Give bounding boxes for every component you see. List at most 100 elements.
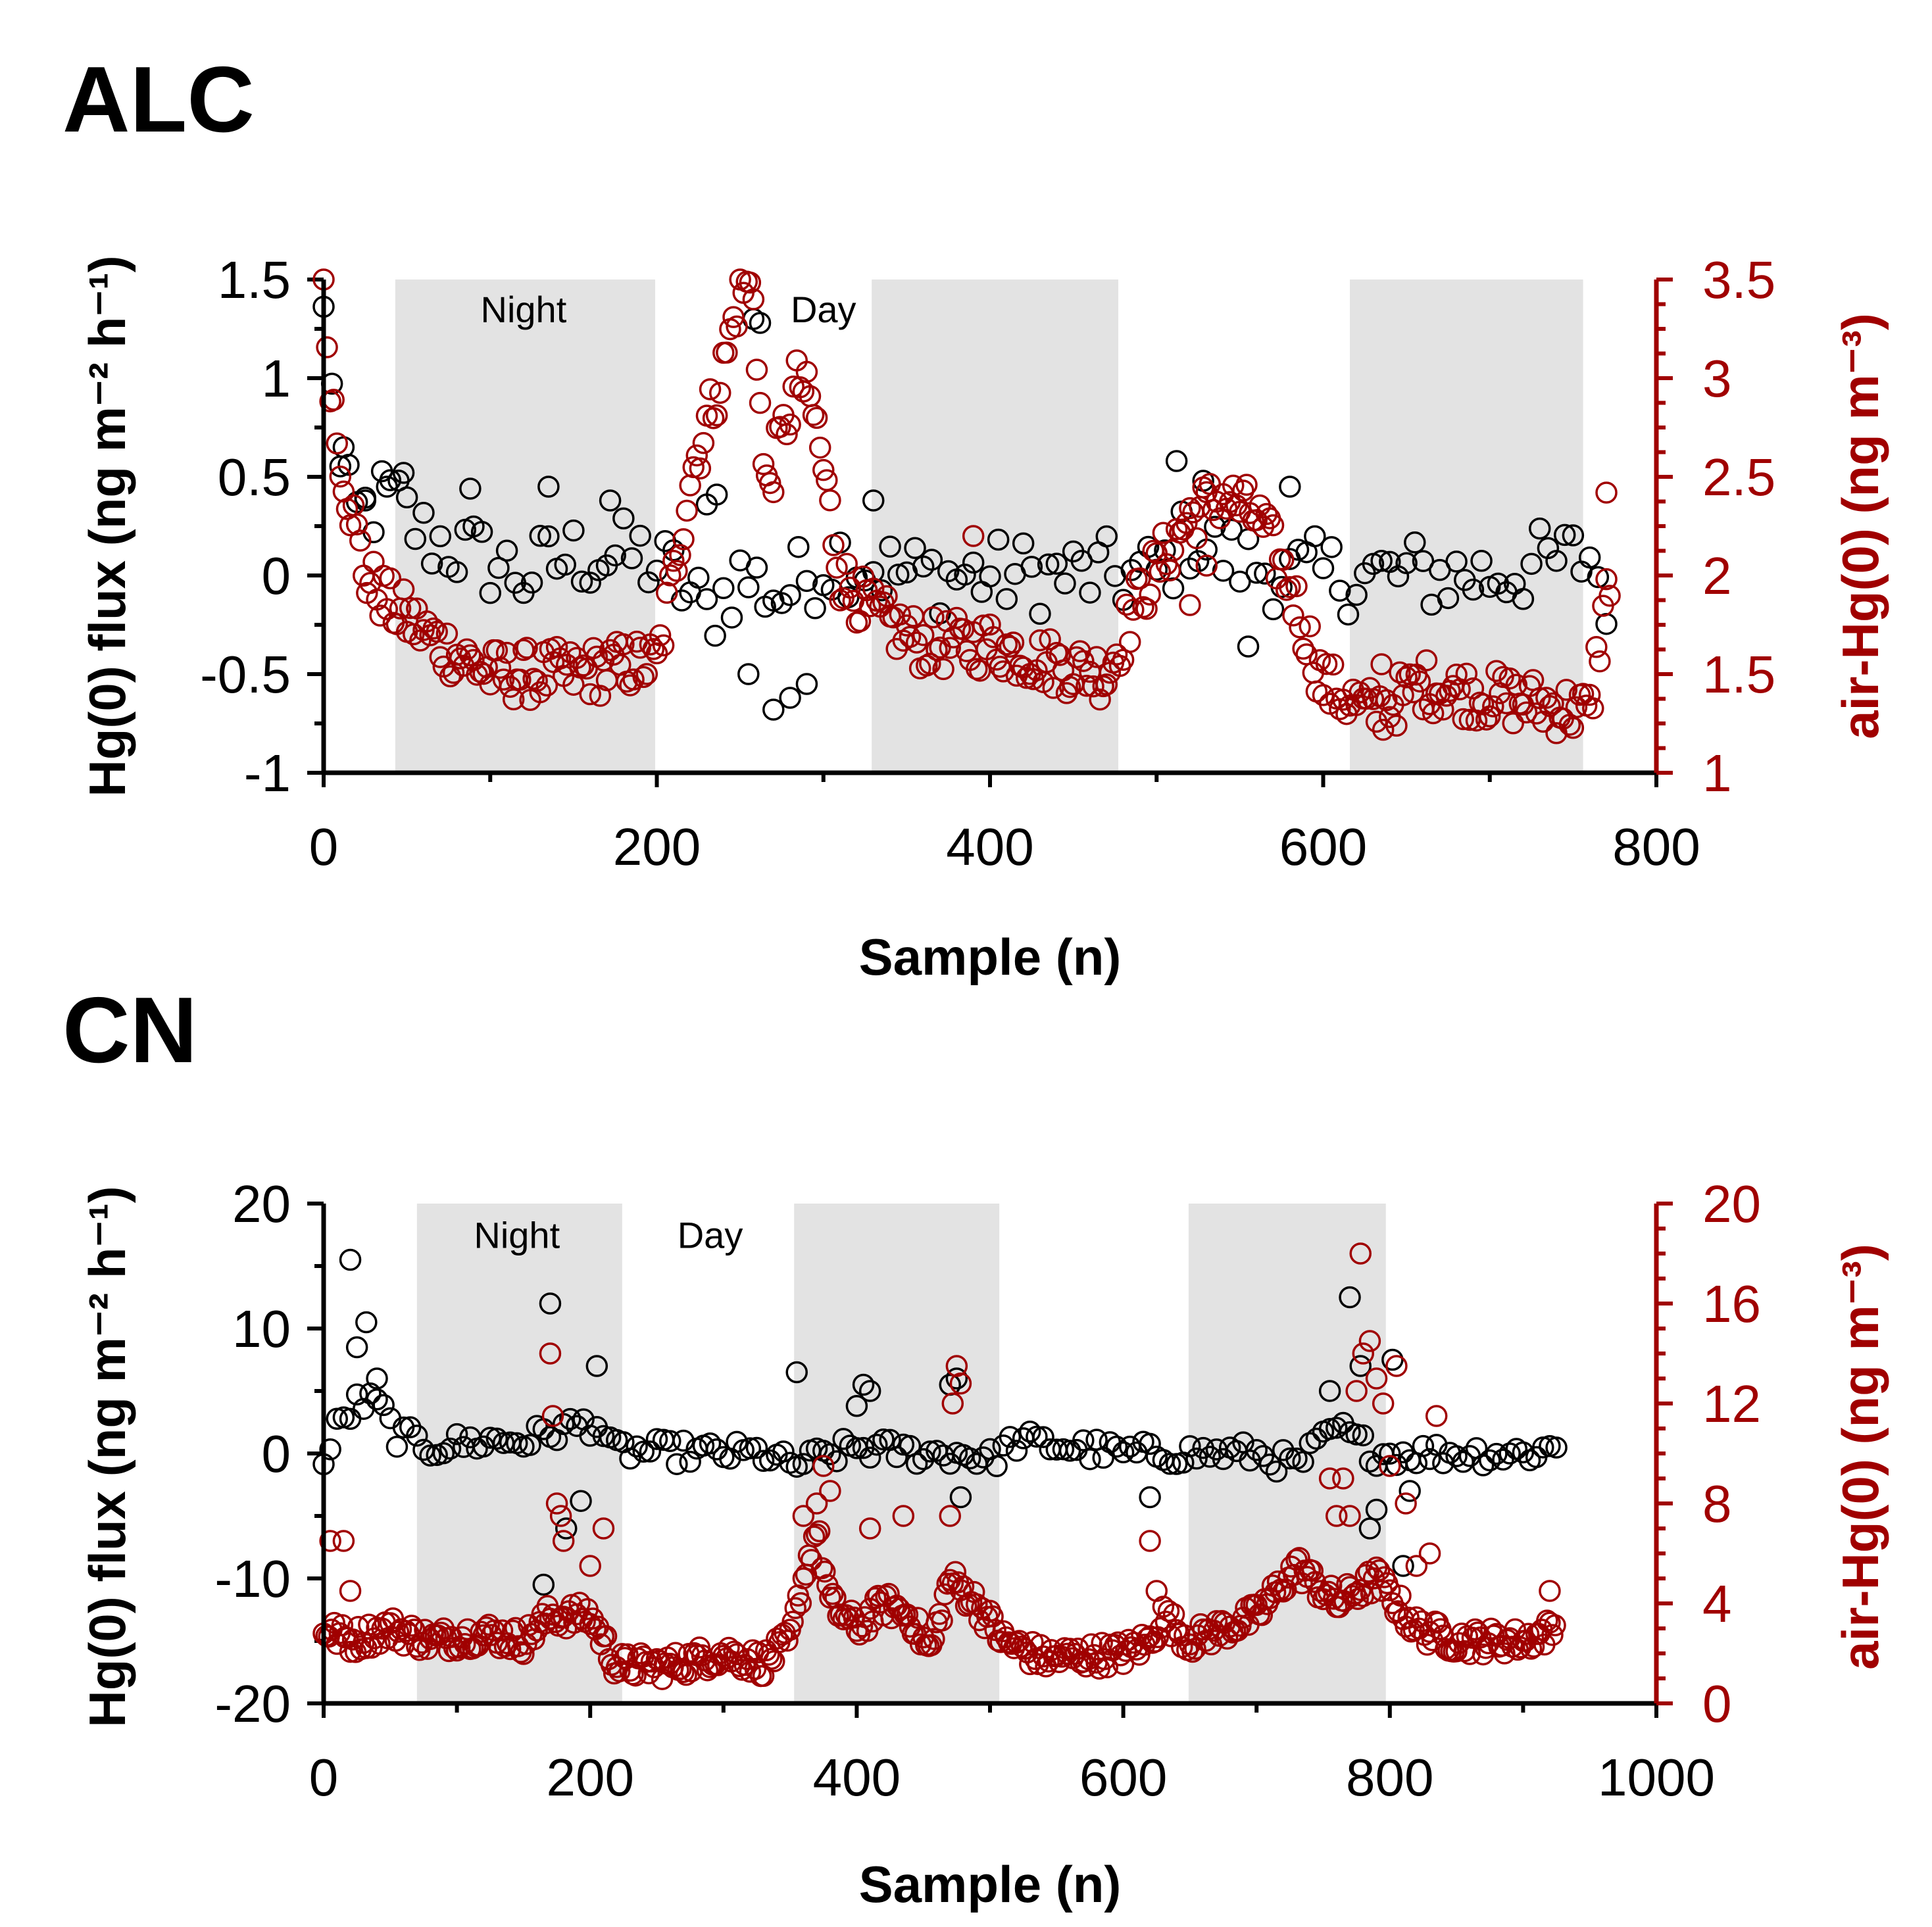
air-hg-point bbox=[522, 668, 545, 690]
flux-point bbox=[826, 1450, 848, 1473]
air-hg-point bbox=[459, 644, 482, 667]
air-hg-point bbox=[752, 452, 775, 476]
air-hg-point bbox=[1517, 1622, 1540, 1646]
air-hg-point bbox=[1176, 512, 1198, 534]
y-tick-label: -20 bbox=[214, 1674, 291, 1733]
air-hg-point bbox=[509, 668, 532, 691]
flux-point bbox=[554, 553, 576, 576]
flux-point bbox=[979, 565, 1001, 588]
y2-tick-label: 2 bbox=[1702, 547, 1732, 605]
flux-point bbox=[520, 572, 543, 594]
flux-point bbox=[985, 1455, 1008, 1478]
air-hg-point bbox=[672, 528, 695, 550]
flux-point bbox=[1112, 1441, 1135, 1464]
y2-tick-label: 16 bbox=[1702, 1275, 1761, 1333]
flux-point bbox=[1019, 1421, 1041, 1443]
air-hg-point bbox=[1227, 1619, 1249, 1642]
air-hg-point bbox=[622, 668, 645, 691]
air-hg-point bbox=[1379, 1579, 1401, 1601]
air-hg-point bbox=[922, 606, 945, 629]
flux-point bbox=[479, 581, 501, 604]
air-hg-point bbox=[1144, 1630, 1166, 1653]
air-hg-point bbox=[595, 1624, 618, 1647]
air-hg-point bbox=[792, 1567, 815, 1590]
air-hg-point bbox=[1002, 631, 1025, 654]
flux-point bbox=[420, 552, 443, 575]
flux-point bbox=[1045, 552, 1068, 575]
flux-point bbox=[1345, 583, 1368, 606]
air-hg-point bbox=[742, 288, 765, 310]
air-hg-point bbox=[858, 1598, 881, 1620]
air-hg-point bbox=[545, 1492, 568, 1515]
air-hg-point bbox=[529, 681, 551, 704]
air-hg-point bbox=[1029, 629, 1051, 652]
air-hg-point bbox=[814, 1560, 836, 1583]
flux-point bbox=[629, 524, 651, 547]
flux-point bbox=[954, 563, 976, 586]
air-hg-point bbox=[1179, 594, 1201, 616]
flux-point bbox=[1404, 531, 1426, 554]
air-hg-point bbox=[632, 666, 655, 689]
y-tick-label: 10 bbox=[232, 1300, 291, 1358]
flux-point bbox=[1545, 1436, 1568, 1459]
flux-point bbox=[1179, 1435, 1201, 1457]
flux-point bbox=[1054, 572, 1076, 595]
flux-point bbox=[1381, 1348, 1404, 1371]
flux-point bbox=[1020, 556, 1043, 578]
air-hg-point bbox=[319, 1530, 341, 1552]
air-hg-point bbox=[616, 1643, 639, 1666]
flux-point bbox=[749, 312, 772, 334]
flux-point bbox=[1358, 1517, 1381, 1540]
flux-point bbox=[919, 1440, 941, 1463]
air-hg-point bbox=[1272, 1580, 1295, 1603]
air-hg-point bbox=[749, 391, 772, 414]
flux-point bbox=[445, 561, 468, 583]
air-hg-point bbox=[1318, 1467, 1341, 1490]
air-hg-point bbox=[526, 670, 548, 692]
air-hg-point bbox=[1368, 1559, 1391, 1582]
air-hg-point bbox=[1582, 697, 1604, 720]
flux-point bbox=[779, 687, 801, 709]
flux-point bbox=[705, 483, 728, 506]
air-hg-point bbox=[851, 1615, 874, 1638]
air-hg-point bbox=[805, 1523, 828, 1546]
flux-point bbox=[385, 1435, 409, 1458]
panel-title-alc: ALC bbox=[62, 47, 255, 152]
x-tick-label: 200 bbox=[613, 817, 701, 876]
air-hg-point bbox=[1392, 684, 1414, 706]
flux-point bbox=[1479, 1449, 1501, 1472]
flux-point bbox=[1325, 1417, 1348, 1439]
flux-point bbox=[659, 1430, 681, 1452]
air-hg-point bbox=[1339, 1505, 1361, 1527]
x-tick-label: 600 bbox=[1279, 817, 1367, 876]
air-hg-point bbox=[430, 1621, 453, 1644]
flux-point bbox=[1165, 450, 1188, 472]
air-hg-point bbox=[669, 544, 691, 566]
air-hg-point bbox=[1322, 653, 1345, 676]
air-hg-point bbox=[426, 620, 448, 643]
flux-point bbox=[562, 519, 585, 542]
flux-point bbox=[852, 1373, 875, 1396]
flux-point bbox=[779, 584, 801, 606]
flux-point bbox=[539, 1292, 562, 1315]
flux-point bbox=[737, 663, 760, 685]
flux-point bbox=[1032, 1426, 1054, 1448]
air-hg-point bbox=[675, 1663, 697, 1686]
air-hg-point bbox=[1389, 1584, 1412, 1607]
flux-point bbox=[1265, 1460, 1288, 1483]
flux-point bbox=[404, 527, 427, 550]
air-hg-point bbox=[1301, 1559, 1324, 1582]
annotation-day: Day bbox=[791, 289, 856, 330]
air-hg-point bbox=[839, 576, 862, 599]
air-hg-point bbox=[1578, 683, 1601, 706]
air-hg-point bbox=[403, 623, 425, 646]
air-hg-point bbox=[858, 1517, 881, 1540]
flux-point bbox=[559, 1407, 582, 1430]
flux-point bbox=[645, 1428, 668, 1450]
air-hg-point bbox=[526, 1619, 548, 1642]
air-hg-point bbox=[1595, 568, 1618, 591]
flux-point bbox=[745, 1436, 768, 1459]
y-tick-label: 0.5 bbox=[218, 448, 291, 506]
flux-point bbox=[637, 571, 660, 594]
air-hg-point bbox=[835, 552, 858, 575]
